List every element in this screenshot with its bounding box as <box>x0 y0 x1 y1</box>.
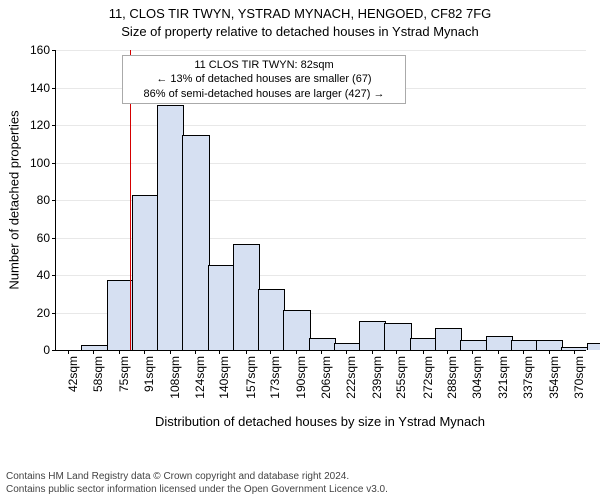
y-tick-mark <box>52 125 56 126</box>
y-tick-mark <box>52 238 56 239</box>
x-tick-label: 354sqm <box>547 356 561 399</box>
annotation-box: 11 CLOS TIR TWYN: 82sqm← 13% of detached… <box>122 55 406 104</box>
y-tick-mark <box>52 163 56 164</box>
x-tick-mark <box>195 350 196 354</box>
x-tick-label: 140sqm <box>217 356 231 399</box>
x-tick-label: 124sqm <box>193 356 207 399</box>
x-tick-mark <box>219 350 220 354</box>
histogram-bar <box>334 343 361 350</box>
footer-attribution: Contains HM Land Registry data © Crown c… <box>6 471 594 496</box>
x-tick-label: 255sqm <box>394 356 408 399</box>
histogram-bar <box>384 323 411 350</box>
x-tick-mark <box>346 350 347 354</box>
histogram-bar <box>410 338 437 350</box>
histogram-bar <box>587 343 600 350</box>
histogram-bar <box>208 265 235 350</box>
chart-plot-area: 02040608010012014016011 CLOS TIR TWYN: 8… <box>55 50 586 351</box>
x-tick-mark <box>170 350 171 354</box>
x-tick-label: 75sqm <box>117 356 131 392</box>
histogram-bar <box>182 135 209 350</box>
x-tick-mark <box>447 350 448 354</box>
x-tick-mark <box>296 350 297 354</box>
histogram-bar <box>561 347 588 350</box>
x-tick-label: 206sqm <box>319 356 333 399</box>
y-tick-mark <box>52 88 56 89</box>
y-tick-mark <box>52 50 56 51</box>
histogram-bar <box>460 340 487 350</box>
x-tick-mark <box>321 350 322 354</box>
chart-title-line1: 11, CLOS TIR TWYN, YSTRAD MYNACH, HENGOE… <box>0 6 600 21</box>
gridline <box>56 50 586 51</box>
gridline <box>56 163 586 164</box>
histogram-bar <box>486 336 513 350</box>
x-tick-mark <box>549 350 550 354</box>
x-tick-mark <box>523 350 524 354</box>
annotation-line: 86% of semi-detached houses are larger (… <box>129 87 399 101</box>
y-tick-mark <box>52 200 56 201</box>
chart-title-line2: Size of property relative to detached ho… <box>0 24 600 39</box>
x-tick-mark <box>396 350 397 354</box>
histogram-bar <box>511 340 538 350</box>
x-tick-label: 58sqm <box>91 356 105 392</box>
histogram-bar <box>283 310 310 350</box>
x-tick-label: 91sqm <box>142 356 156 392</box>
histogram-bar <box>536 340 563 350</box>
histogram-bar <box>309 338 336 350</box>
x-tick-mark <box>144 350 145 354</box>
histogram-bar <box>81 345 108 350</box>
x-tick-label: 337sqm <box>521 356 535 399</box>
x-tick-label: 190sqm <box>294 356 308 399</box>
x-tick-mark <box>472 350 473 354</box>
y-axis-label: Number of detached properties <box>7 110 22 289</box>
histogram-bar <box>258 289 285 350</box>
gridline <box>56 125 586 126</box>
footer-line1: Contains HM Land Registry data © Crown c… <box>6 471 594 484</box>
x-tick-mark <box>119 350 120 354</box>
y-tick-mark <box>52 313 56 314</box>
footer-line2: Contains public sector information licen… <box>6 484 594 497</box>
x-tick-label: 157sqm <box>244 356 258 399</box>
y-tick-mark <box>52 350 56 351</box>
x-tick-mark <box>246 350 247 354</box>
x-tick-mark <box>68 350 69 354</box>
x-tick-label: 108sqm <box>168 356 182 399</box>
annotation-line: ← 13% of detached houses are smaller (67… <box>129 72 399 86</box>
x-tick-mark <box>270 350 271 354</box>
x-tick-label: 304sqm <box>470 356 484 399</box>
histogram-bar <box>132 195 159 350</box>
x-tick-mark <box>423 350 424 354</box>
x-tick-label: 321sqm <box>496 356 510 399</box>
x-axis-label: Distribution of detached houses by size … <box>55 414 585 429</box>
x-tick-label: 222sqm <box>344 356 358 399</box>
x-tick-mark <box>498 350 499 354</box>
histogram-bar <box>233 244 260 350</box>
y-tick-mark <box>52 275 56 276</box>
x-tick-mark <box>574 350 575 354</box>
histogram-bar <box>435 328 462 350</box>
x-tick-label: 42sqm <box>66 356 80 392</box>
x-tick-mark <box>93 350 94 354</box>
x-tick-label: 173sqm <box>268 356 282 399</box>
histogram-bar <box>157 105 184 350</box>
annotation-line: 11 CLOS TIR TWYN: 82sqm <box>129 58 399 72</box>
x-tick-label: 239sqm <box>370 356 384 399</box>
histogram-bar <box>359 321 386 350</box>
x-tick-label: 370sqm <box>572 356 586 399</box>
x-tick-label: 288sqm <box>445 356 459 399</box>
x-tick-label: 272sqm <box>421 356 435 399</box>
x-tick-mark <box>372 350 373 354</box>
